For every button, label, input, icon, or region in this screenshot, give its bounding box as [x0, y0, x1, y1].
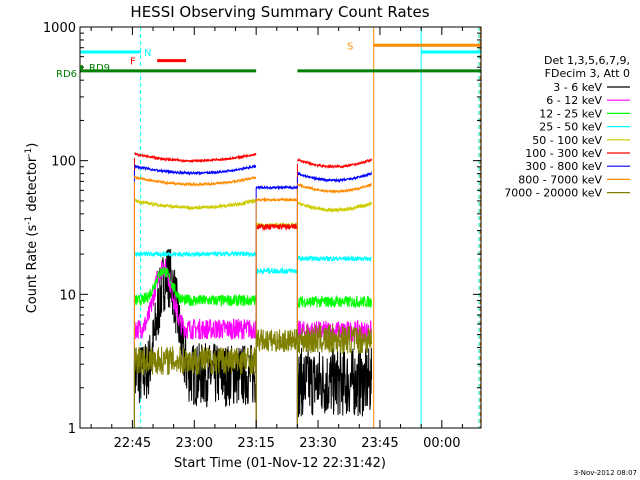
- series-line: [296, 294, 373, 310]
- series-line: [134, 249, 257, 408]
- flag-label: N: [144, 48, 151, 59]
- x-axis-label: Start Time (01-Nov-12 22:31:42): [174, 456, 386, 471]
- y-axis-label-sup1: -1: [24, 216, 34, 225]
- footer-date: 3-Nov-2012 08:07: [574, 469, 637, 477]
- rd9-marker: [80, 65, 83, 70]
- plot-frame: [79, 26, 482, 429]
- flag-label: RD6: [56, 69, 77, 80]
- series-line: [255, 266, 298, 276]
- x-tick-label: 23:15: [237, 436, 274, 451]
- series-line: [134, 266, 257, 308]
- x-tick-label: 23:30: [299, 436, 336, 451]
- legend-entry-label: 12 - 25 keV: [539, 107, 602, 120]
- x-tick-label: 00:00: [423, 436, 460, 451]
- legend-entry-label: 800 - 7000 keV: [518, 173, 602, 186]
- flag-label: RD9: [89, 63, 110, 74]
- series-line: [255, 184, 298, 191]
- series-line: [134, 258, 257, 340]
- legend-entry-label: 3 - 6 keV: [553, 81, 602, 94]
- legend: Det 1,3,5,6,7,9, FDecim 3, Att 0 3 - 6 k…: [504, 54, 630, 200]
- flag-label: S: [347, 41, 353, 52]
- legend-entry-label: 6 - 12 keV: [546, 94, 602, 107]
- y-axis-label: Count Rate (s-1 detector-1): [24, 143, 40, 314]
- series-line: [296, 323, 373, 354]
- series-line: [134, 163, 257, 176]
- y-tick-label: 10: [59, 288, 76, 303]
- y-tick-label: 1000: [43, 21, 76, 36]
- x-tick-label: 23:00: [176, 436, 213, 451]
- legend-entry-label: 25 - 50 keV: [539, 121, 602, 134]
- y-axis-label-sup2: -1: [24, 148, 34, 157]
- series-line: [296, 183, 372, 194]
- y-tick-label: 100: [51, 155, 76, 170]
- x-tick-label: 23:45: [361, 436, 398, 451]
- legend-entry-label: 300 - 800 keV: [525, 160, 602, 173]
- y-tick-label: 1: [68, 422, 76, 437]
- series-line: [134, 250, 257, 258]
- legend-entry-label: 7000 - 20000 keV: [504, 187, 602, 200]
- series-line: [134, 175, 257, 188]
- x-tick-label: 22:45: [114, 436, 151, 451]
- legend-entry-label: 50 - 100 keV: [532, 134, 602, 147]
- legend-header-line-2: FDecim 3, Att 0: [545, 67, 630, 80]
- y-axis-label-main: Count Rate (s: [25, 225, 40, 314]
- series-line: [296, 254, 373, 263]
- series-line: [134, 151, 257, 164]
- legend-header-line-1: Det 1,3,5,6,7,9,: [544, 54, 630, 67]
- series-line: [296, 200, 373, 214]
- series-line: [255, 329, 298, 352]
- series-line: [296, 347, 373, 417]
- series-line: [255, 222, 298, 232]
- series-line: [255, 196, 298, 203]
- flag-label: F: [130, 57, 136, 68]
- legend-entry-label: 100 - 300 keV: [525, 147, 602, 160]
- y-axis-label-end: ): [25, 143, 40, 148]
- y-axis-label-mid: detector: [25, 156, 40, 216]
- series-line: [297, 158, 373, 169]
- series-line: [297, 171, 373, 184]
- series-line: [134, 346, 257, 376]
- series-line: [134, 198, 257, 211]
- chart-title: HESSI Observing Summary Count Rates: [130, 3, 429, 21]
